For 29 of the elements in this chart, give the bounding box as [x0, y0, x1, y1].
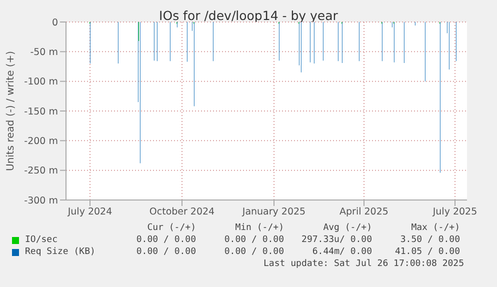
- y-tick-label: -200 m: [24, 136, 58, 148]
- x-tick-label: July 2025: [432, 206, 478, 218]
- y-tick-label: -150 m: [24, 106, 58, 118]
- chart-title: IOs for /dev/loop14 - by year: [159, 8, 338, 23]
- y-tick-label: 0: [52, 17, 58, 28]
- text: 41.05 / 0.00: [394, 246, 461, 258]
- text: 0.00 / 0.00: [135, 234, 197, 246]
- legend-label: IO/sec: [24, 234, 59, 246]
- text: Max (-/+): [410, 222, 461, 234]
- x-tick-label: January 2025: [241, 206, 306, 218]
- x-tick-label: April 2025: [340, 206, 388, 218]
- text: Last update: Sat Jul 26 17:00:08 2025: [262, 258, 464, 270]
- text: 3.50 / 0.00: [399, 234, 461, 246]
- text: Cur (-/+): [146, 222, 197, 234]
- text: Min (-/+): [234, 222, 285, 234]
- y-tick-label: -100 m: [24, 76, 58, 88]
- legend-label: Req Size (KB): [24, 246, 96, 258]
- y-tick-label: -300 m: [24, 195, 58, 206]
- text: 0.00 / 0.00: [223, 246, 285, 258]
- text: 297.33u/ 0.00: [300, 234, 373, 246]
- text: 0.00 / 0.00: [223, 234, 285, 246]
- y-axis-title: Units read (-) / write (+): [6, 50, 17, 171]
- y-tick-label: -250 m: [24, 166, 58, 177]
- text: Avg (-/+): [322, 222, 373, 234]
- text: 6.44m/ 0.00: [311, 246, 373, 258]
- y-tick-label: -50 m: [30, 47, 58, 58]
- x-tick-label: July 2024: [66, 206, 112, 218]
- text: 0.00 / 0.00: [135, 246, 197, 258]
- x-tick-label: October 2024: [149, 206, 215, 218]
